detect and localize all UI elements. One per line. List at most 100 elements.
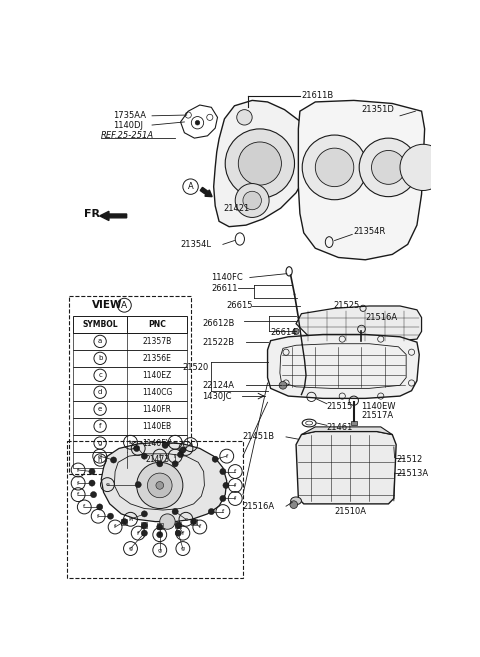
- Circle shape: [191, 518, 197, 525]
- Text: REF.25-251A: REF.25-251A: [101, 131, 155, 139]
- Circle shape: [175, 522, 181, 528]
- Circle shape: [141, 530, 147, 536]
- Circle shape: [175, 530, 181, 536]
- Circle shape: [208, 509, 215, 514]
- Bar: [73, 418, 187, 434]
- Text: h: h: [129, 517, 132, 522]
- Text: f: f: [99, 423, 101, 429]
- Circle shape: [160, 514, 175, 530]
- Text: VIEW: VIEW: [92, 300, 122, 310]
- Circle shape: [135, 482, 141, 487]
- FancyArrow shape: [100, 212, 127, 221]
- Text: a: a: [98, 338, 102, 344]
- Text: 21525: 21525: [334, 302, 360, 311]
- Circle shape: [156, 524, 163, 530]
- Circle shape: [243, 191, 262, 210]
- Bar: [156, 523, 163, 530]
- Text: f: f: [234, 469, 236, 474]
- Circle shape: [178, 451, 184, 458]
- Circle shape: [89, 480, 95, 486]
- Text: 21513A: 21513A: [396, 468, 428, 478]
- Text: f: f: [137, 531, 139, 535]
- Text: b: b: [129, 440, 132, 445]
- Circle shape: [172, 461, 178, 467]
- Text: 21451B: 21451B: [242, 432, 274, 442]
- Text: 21421: 21421: [223, 204, 249, 213]
- Text: c: c: [98, 373, 102, 378]
- Text: 21516A: 21516A: [365, 313, 397, 322]
- Bar: [73, 316, 187, 333]
- Text: 21351D: 21351D: [361, 105, 395, 114]
- Circle shape: [137, 463, 183, 509]
- Bar: [141, 522, 147, 528]
- Circle shape: [223, 482, 229, 489]
- Text: e: e: [106, 482, 109, 487]
- Text: e: e: [189, 442, 192, 447]
- Text: A: A: [188, 182, 193, 191]
- Circle shape: [180, 447, 186, 453]
- Text: 1140EV: 1140EV: [143, 439, 172, 447]
- Text: f: f: [174, 453, 176, 459]
- Circle shape: [372, 150, 406, 185]
- Text: g: g: [98, 440, 102, 446]
- Polygon shape: [296, 306, 421, 342]
- Bar: [191, 519, 197, 526]
- Text: FR.: FR.: [84, 208, 105, 219]
- Circle shape: [359, 138, 418, 196]
- Text: f: f: [226, 453, 228, 459]
- Text: f: f: [234, 496, 236, 501]
- Text: h: h: [98, 457, 102, 463]
- Text: 1140EB: 1140EB: [143, 422, 172, 430]
- Text: f: f: [77, 480, 79, 486]
- Text: f: f: [114, 524, 116, 530]
- Circle shape: [141, 453, 147, 459]
- Circle shape: [147, 473, 172, 498]
- Polygon shape: [299, 101, 425, 260]
- Ellipse shape: [291, 497, 301, 505]
- Bar: [73, 350, 187, 367]
- Circle shape: [156, 482, 164, 489]
- Bar: [73, 451, 187, 468]
- Text: 1140FC: 1140FC: [211, 273, 243, 282]
- Text: g: g: [129, 546, 132, 551]
- Circle shape: [238, 142, 281, 185]
- Text: c: c: [184, 517, 188, 522]
- Circle shape: [156, 461, 163, 467]
- Circle shape: [195, 120, 200, 125]
- Text: f: f: [234, 483, 236, 488]
- Text: 26611: 26611: [211, 284, 238, 293]
- Text: 21356E: 21356E: [143, 354, 171, 363]
- Text: 1140EZ: 1140EZ: [143, 371, 172, 380]
- Text: SYMBOL: SYMBOL: [82, 320, 118, 329]
- Circle shape: [110, 457, 117, 463]
- Text: 21516A: 21516A: [242, 502, 274, 510]
- Circle shape: [293, 328, 299, 334]
- Text: g: g: [158, 547, 162, 553]
- Text: f: f: [222, 509, 224, 514]
- Text: 21520: 21520: [183, 363, 209, 372]
- Text: 21354L: 21354L: [180, 240, 212, 249]
- Text: 21357B: 21357B: [143, 337, 172, 346]
- Text: g: g: [181, 546, 185, 551]
- Text: A: A: [121, 301, 127, 309]
- Bar: [73, 401, 187, 418]
- Text: 26614: 26614: [271, 328, 297, 338]
- Text: PNC: PNC: [148, 320, 166, 329]
- Circle shape: [220, 468, 226, 474]
- Text: e: e: [98, 406, 102, 412]
- Text: 21522B: 21522B: [202, 338, 234, 347]
- Text: 21515: 21515: [327, 401, 353, 411]
- Text: 22124A: 22124A: [202, 381, 234, 390]
- Text: f: f: [199, 524, 201, 530]
- Circle shape: [141, 522, 147, 528]
- Bar: [73, 434, 187, 451]
- Text: f: f: [137, 446, 139, 451]
- Text: 21611B: 21611B: [301, 91, 334, 101]
- Bar: [73, 333, 187, 350]
- Text: 21517A: 21517A: [361, 411, 394, 420]
- Text: 1430JC: 1430JC: [202, 392, 232, 401]
- Circle shape: [235, 183, 269, 217]
- Text: f: f: [97, 514, 99, 518]
- Circle shape: [156, 532, 163, 538]
- Text: f: f: [77, 492, 79, 497]
